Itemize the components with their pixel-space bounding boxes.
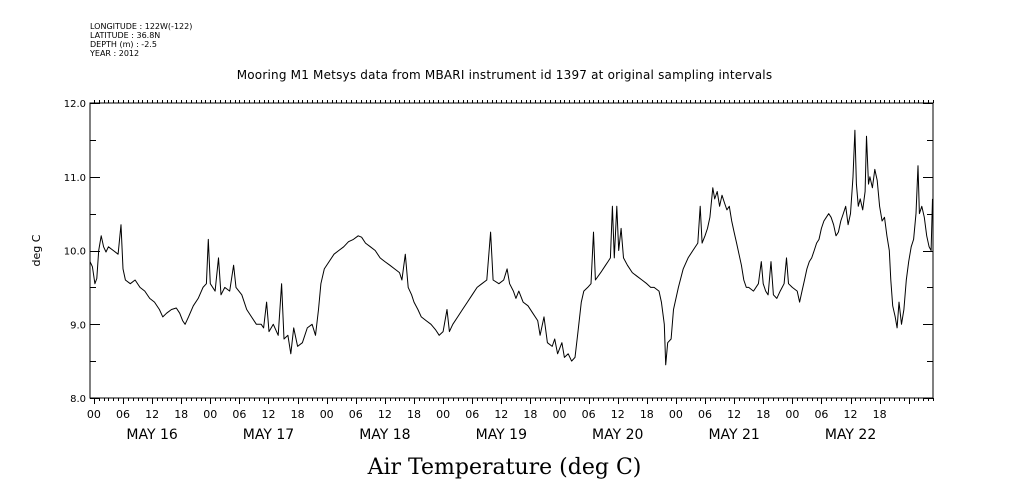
x-day-label: MAY 21	[708, 427, 759, 443]
x-tick-label: 18	[756, 408, 770, 421]
y-tick-label: 12.0	[64, 99, 86, 110]
x-tick-label: 06	[582, 408, 596, 421]
x-tick-label: 18	[873, 408, 887, 421]
y-tick-label: 10.0	[64, 247, 86, 258]
y-tick-label: 11.0	[64, 173, 86, 184]
x-day-label: MAY 17	[243, 427, 294, 443]
longitude-label: LONGITUDE : 122W(-122)	[90, 22, 193, 31]
series-line	[89, 129, 933, 366]
x-tick-label: 06	[465, 408, 479, 421]
x-tick-label: 00	[203, 408, 217, 421]
x-tick-label: 00	[553, 408, 567, 421]
y-tick-label: 9.0	[70, 320, 86, 331]
x-tick-label: 18	[174, 408, 188, 421]
year-label: YEAR : 2012	[90, 49, 140, 58]
x-tick-label: 06	[232, 408, 246, 421]
x-tick-label: 00	[785, 408, 799, 421]
x-tick-label: 18	[407, 408, 421, 421]
x-tick-label: 06	[814, 408, 828, 421]
latitude-label: LATITUDE : 36.8N	[90, 31, 161, 40]
depth-label: DEPTH (m) : -2.5	[90, 40, 157, 49]
x-tick-label: 12	[145, 408, 159, 421]
x-day-label: MAY 19	[476, 427, 527, 443]
x-tick-label: 18	[523, 408, 537, 421]
y-axis-label: deg C	[30, 234, 43, 266]
x-day-label: MAY 20	[592, 427, 643, 443]
x-tick-label: 12	[727, 408, 741, 421]
x-tick-label: 06	[698, 408, 712, 421]
x-tick-label: 12	[611, 408, 625, 421]
y-tick-label: 8.0	[70, 394, 86, 405]
x-day-label: MAY 16	[126, 427, 177, 443]
x-day-label: MAY 22	[825, 427, 876, 443]
x-tick-label: 00	[320, 408, 334, 421]
x-axis-label: Air Temperature (deg C)	[367, 455, 642, 480]
x-day-label: MAY 18	[359, 427, 410, 443]
x-tick-label: 18	[640, 408, 654, 421]
x-tick-label: 00	[436, 408, 450, 421]
x-tick-label: 06	[116, 408, 130, 421]
x-tick-label: 06	[349, 408, 363, 421]
x-tick-label: 18	[291, 408, 305, 421]
x-tick-label: 12	[261, 408, 275, 421]
x-tick-label: 00	[87, 408, 101, 421]
chart-title: Mooring M1 Metsys data from MBARI instru…	[236, 68, 773, 82]
plot-frame	[89, 102, 934, 399]
x-tick-label: 12	[844, 408, 858, 421]
x-tick-label: 12	[494, 408, 508, 421]
x-tick-label: 12	[378, 408, 392, 421]
x-tick-label: 00	[669, 408, 683, 421]
